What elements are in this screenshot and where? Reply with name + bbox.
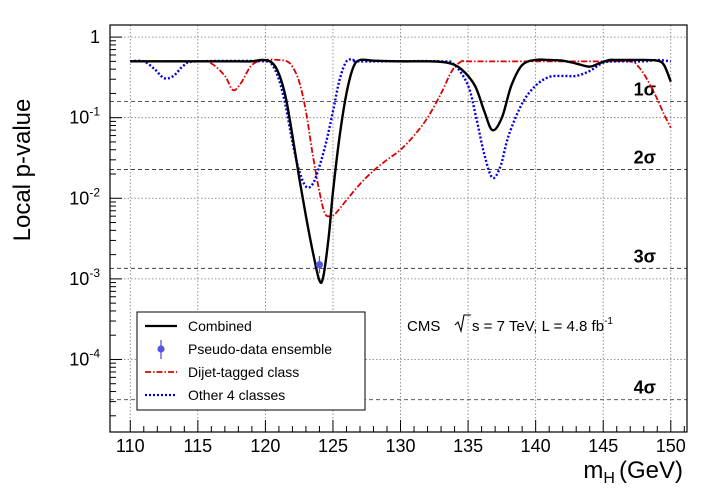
y-axis-title: Local p-value bbox=[9, 99, 36, 242]
legend-swatch-pseudo-marker bbox=[157, 345, 165, 353]
y-tick-label--2: 10-2 bbox=[69, 185, 100, 208]
grid bbox=[110, 25, 687, 432]
y-tick-label-exponent: -1 bbox=[89, 105, 100, 119]
x-tick-label-110: 110 bbox=[116, 436, 145, 456]
energy-lumi-label: s = 7 TeV, L = 4.8 fb-1 bbox=[472, 316, 613, 335]
y-tick-label--3: 10-3 bbox=[69, 266, 100, 289]
plot-frame bbox=[109, 24, 688, 433]
legend-label-pseudo: Pseudo-data ensemble bbox=[188, 341, 332, 357]
y-tick-label-exponent: -4 bbox=[89, 346, 100, 360]
x-axis-title-unit: (GeV) bbox=[619, 457, 683, 484]
legend-label-dijet: Dijet-tagged class bbox=[188, 364, 299, 380]
cms-label: CMS bbox=[407, 318, 440, 335]
combined-curve bbox=[130, 58, 672, 285]
sigma-label-3: 3σ bbox=[634, 246, 656, 266]
sqrt-icon bbox=[454, 314, 471, 334]
y-tick-label-base: 10 bbox=[69, 108, 89, 128]
energy-lumi-text: s = 7 TeV, L = 4.8 fb bbox=[472, 318, 604, 335]
sigma-label-2: 2σ bbox=[634, 148, 656, 168]
legend-box bbox=[136, 311, 366, 411]
pseudo-data-point bbox=[315, 261, 324, 269]
x-tick-label-150: 150 bbox=[656, 436, 686, 456]
legend: Combined Pseudo-data ensemble Dijet-tagg… bbox=[136, 311, 366, 411]
x-tick-label-140: 140 bbox=[521, 436, 551, 456]
curves bbox=[130, 58, 672, 285]
x-tick-label-125: 125 bbox=[318, 436, 348, 456]
y-tick-label-base: 1 bbox=[90, 27, 100, 47]
x-axis-title-m: m bbox=[583, 457, 603, 484]
legend-label-combined: Combined bbox=[188, 318, 252, 334]
y-tick-label-base: 10 bbox=[69, 269, 89, 289]
x-tick-label-130: 130 bbox=[386, 436, 416, 456]
y-tick-label-0: 1 bbox=[90, 27, 100, 47]
y-tick-label--1: 10-1 bbox=[69, 105, 100, 128]
y-tick-label-exponent: -2 bbox=[89, 185, 100, 199]
y-tick-label-exponent: -3 bbox=[89, 266, 100, 280]
energy-lumi-sup: -1 bbox=[604, 316, 613, 327]
x-axis-title-sub: H bbox=[603, 470, 615, 487]
y-tick-label-base: 10 bbox=[69, 188, 89, 208]
axis-ticks bbox=[110, 36, 685, 432]
cms-annotation: CMS s = 7 TeV, L = 4.8 fb-1 bbox=[407, 314, 613, 335]
x-tick-label-135: 135 bbox=[453, 436, 483, 456]
x-tick-label-115: 115 bbox=[183, 436, 212, 456]
legend-label-other: Other 4 classes bbox=[188, 387, 285, 403]
x-axis-title: mH (GeV) bbox=[583, 457, 683, 487]
tick-labels: 110 115 120 125 130 135 140 145 150110-110-210-3… bbox=[69, 27, 686, 456]
x-tick-label-120: 120 bbox=[250, 436, 280, 456]
y-tick-label--4: 10-4 bbox=[69, 346, 100, 369]
y-tick-label-base: 10 bbox=[69, 349, 89, 369]
x-tick-label-145: 145 bbox=[588, 436, 618, 456]
sigma-label-4: 4σ bbox=[634, 378, 656, 398]
